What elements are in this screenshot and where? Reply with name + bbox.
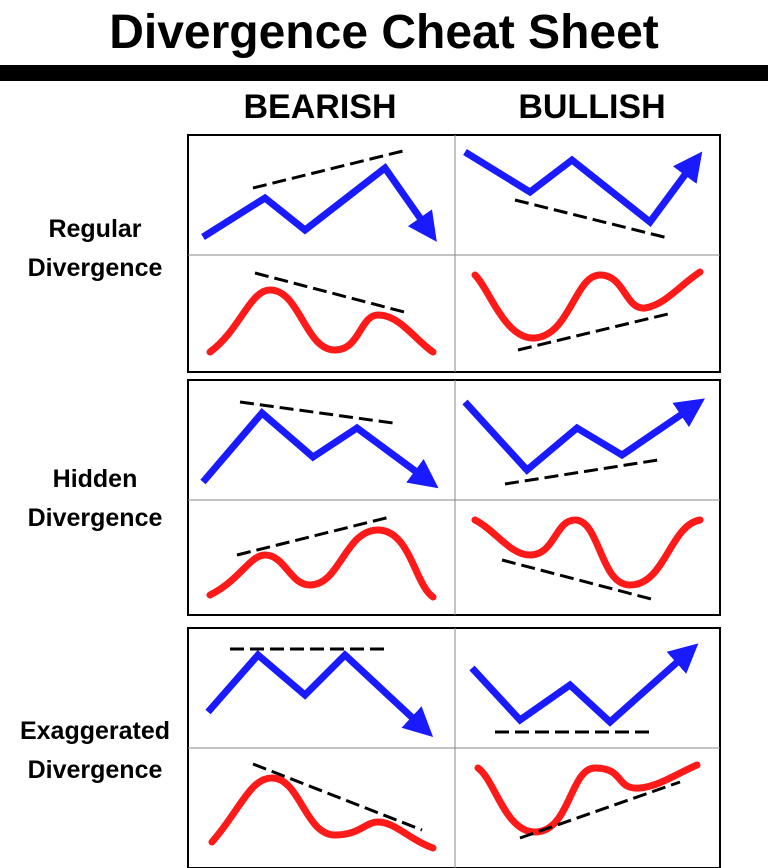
exaggerated-divergence xyxy=(205,643,701,852)
grid xyxy=(187,134,721,868)
row-label: Divergence xyxy=(28,756,163,784)
title-bar xyxy=(0,65,768,81)
row-label: Divergence xyxy=(28,504,163,532)
row-label: Divergence xyxy=(28,254,163,282)
hidden-divergence xyxy=(200,398,706,602)
regular-divergence xyxy=(201,148,704,356)
row-label: Exaggerated xyxy=(20,717,170,745)
title: Divergence Cheat Sheet xyxy=(109,6,659,59)
row-label: Regular xyxy=(48,215,141,243)
column-header: BULLISH xyxy=(518,88,665,126)
column-header: BEARISH xyxy=(243,88,396,126)
row-label: Hidden xyxy=(53,465,138,493)
